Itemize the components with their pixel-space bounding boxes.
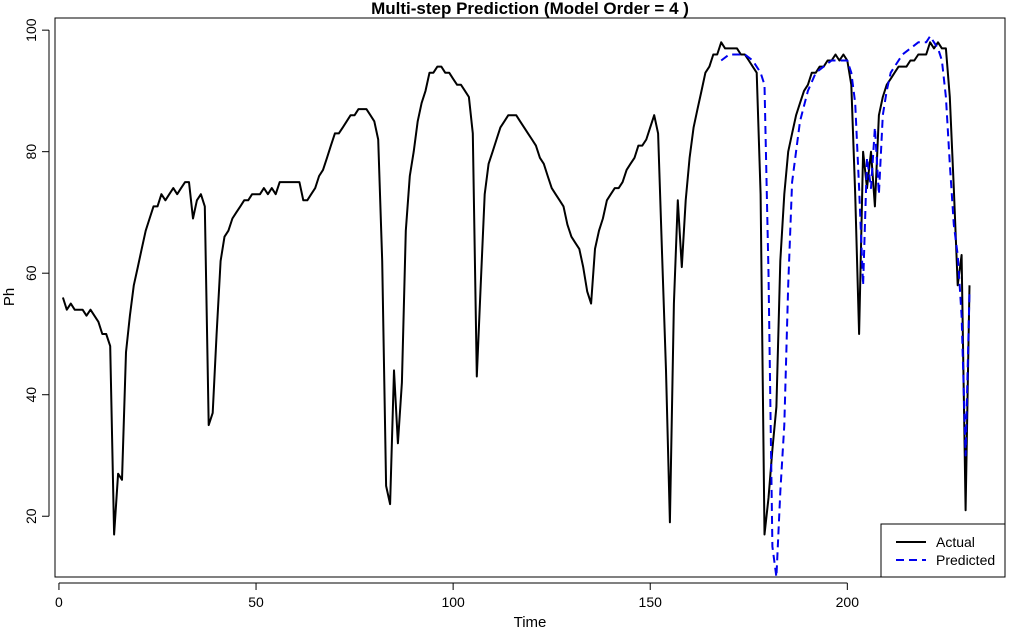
legend: Actual Predicted — [880, 523, 1006, 578]
x-tick-label: 150 — [639, 594, 663, 610]
series-actual-line — [61, 41, 971, 536]
series-predicted-line — [720, 35, 971, 578]
x-tick-label: 100 — [441, 594, 465, 610]
y-axis: 20 40 60 80 100 — [23, 18, 50, 524]
y-tick-label: 100 — [23, 18, 39, 42]
x-tick-label: 50 — [248, 594, 264, 610]
y-tick-label: 60 — [23, 265, 39, 281]
y-tick-label: 40 — [23, 387, 39, 403]
series-layer — [61, 35, 971, 578]
y-tick-label: 20 — [23, 508, 39, 524]
legend-predicted-label: Predicted — [936, 552, 995, 568]
legend-box — [880, 523, 1006, 578]
legend-actual-label: Actual — [936, 534, 975, 550]
chart-title: Multi-step Prediction (Model Order = 4 ) — [371, 0, 689, 18]
x-tick-label: 200 — [836, 594, 860, 610]
x-axis-label: Time — [514, 614, 547, 631]
plot-frame — [54, 17, 1006, 578]
y-axis-label: Ph — [1, 288, 18, 306]
x-axis: 0 50 100 150 200 — [55, 582, 860, 610]
x-tick-label: 0 — [55, 594, 63, 610]
y-tick-label: 80 — [23, 144, 39, 160]
